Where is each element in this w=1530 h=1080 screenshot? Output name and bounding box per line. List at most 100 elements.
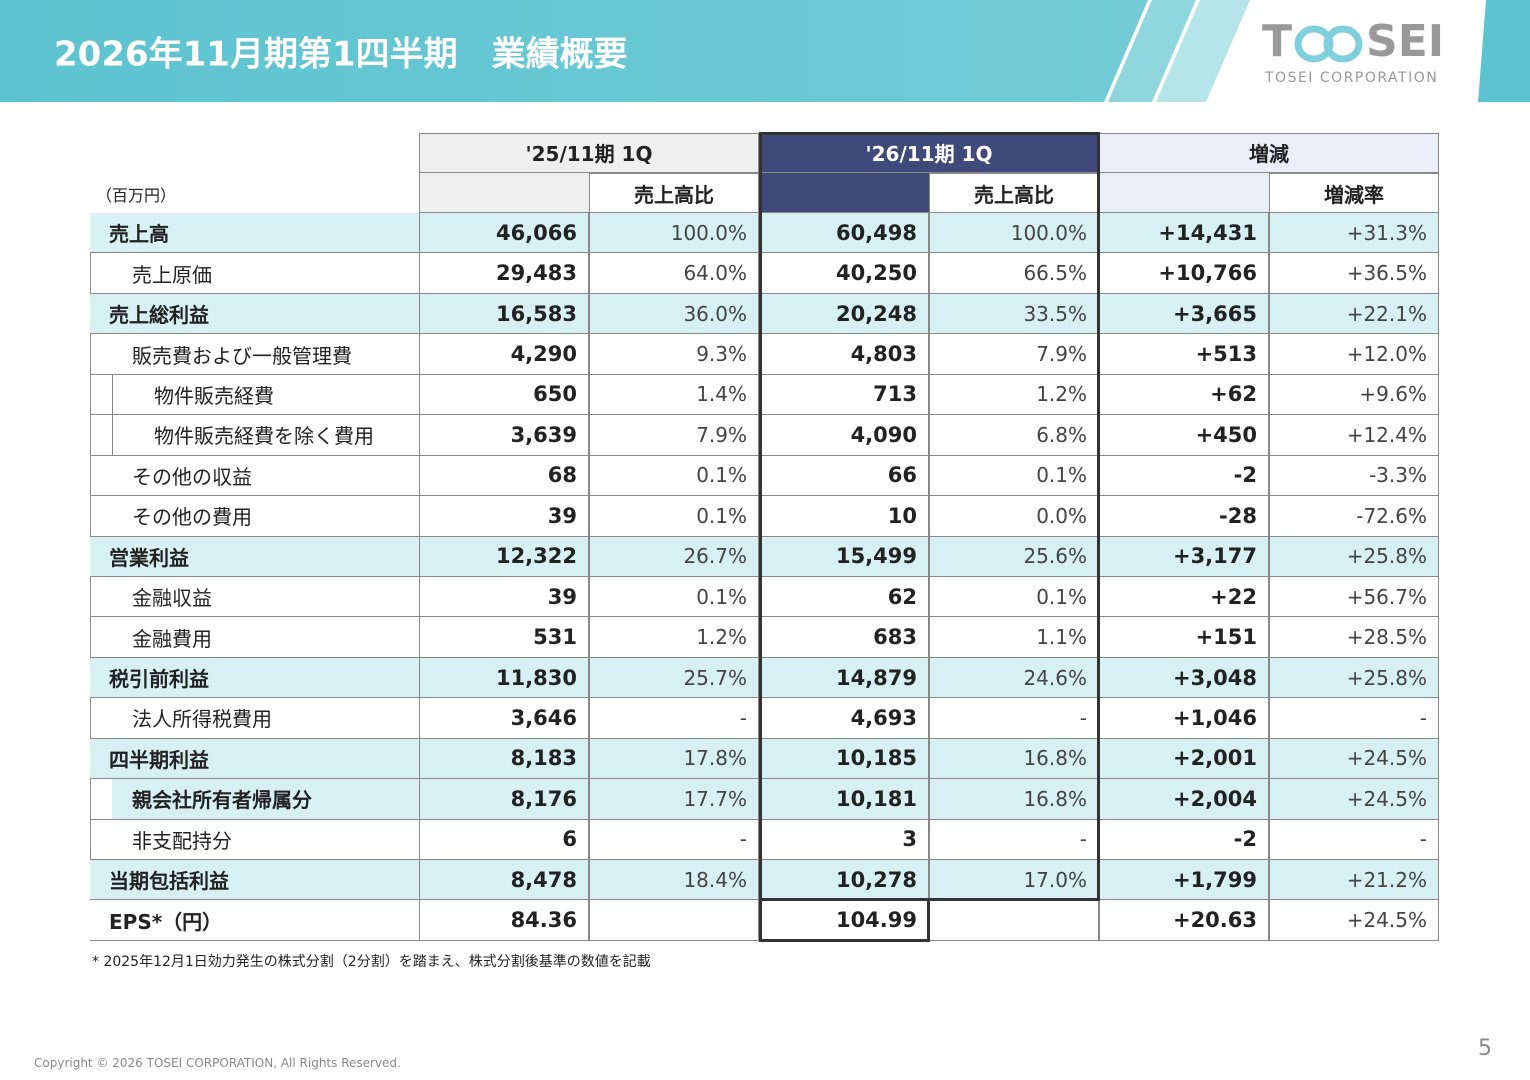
value-cell: 11,830: [419, 657, 589, 699]
ratio-cell: 1.1%: [929, 617, 1099, 658]
page-number: 5: [1478, 1036, 1492, 1061]
value-cell: -2: [1099, 455, 1269, 497]
value-cell: 683: [759, 617, 929, 658]
value-cell: +151: [1099, 617, 1269, 658]
ratio-cell: -3.3%: [1269, 455, 1439, 497]
value-cell: 66: [759, 455, 929, 497]
logo-mark: [1294, 25, 1363, 63]
ratio-cell: +22.1%: [1269, 293, 1439, 335]
ratio-cell: +24.5%: [1269, 900, 1439, 941]
row-label: 非支配持分: [112, 819, 419, 861]
ratio-cell: 0.1%: [589, 455, 759, 497]
current-frame: [759, 132, 1100, 902]
value-cell: 3,646: [419, 698, 589, 739]
row-label: 販売費および一般管理費: [112, 334, 419, 375]
value-cell: 4,090: [759, 415, 929, 456]
value-cell: 68: [419, 455, 589, 497]
value-cell: +14,431: [1099, 213, 1269, 254]
value-cell: +10,766: [1099, 253, 1269, 294]
ratio-cell: +25.8%: [1269, 657, 1439, 699]
value-cell: 713: [759, 374, 929, 416]
row-label: 当期包括利益: [90, 860, 419, 901]
ratio-cell: 1.4%: [589, 374, 759, 416]
row-label: 売上総利益: [90, 293, 419, 335]
ratio-cell: 36.0%: [589, 293, 759, 335]
ratio-cell: [929, 900, 1099, 941]
value-cell: +513: [1099, 334, 1269, 375]
value-cell: 6: [419, 819, 589, 861]
ratio-cell: +12.0%: [1269, 334, 1439, 375]
group-header: 増減: [1099, 133, 1439, 173]
ratio-cell: 33.5%: [929, 293, 1099, 335]
ratio-cell: 0.0%: [929, 496, 1099, 537]
ratio-cell: +25.8%: [1269, 536, 1439, 577]
value-cell: 3: [759, 819, 929, 861]
ratio-cell: 6.8%: [929, 415, 1099, 456]
value-cell: 29,483: [419, 253, 589, 294]
row-label: 税引前利益: [90, 657, 419, 699]
indent-line: [112, 374, 113, 416]
row-label: 売上高: [90, 213, 419, 254]
value-cell: 10: [759, 496, 929, 537]
row-label: 物件販売経費: [134, 374, 419, 416]
group-header: '26/11期 1Q: [759, 133, 1099, 173]
ratio-cell: +31.3%: [1269, 213, 1439, 254]
value-cell: 8,478: [419, 860, 589, 901]
value-cell: 8,176: [419, 779, 589, 820]
value-cell: +450: [1099, 415, 1269, 456]
value-cell: +2,004: [1099, 779, 1269, 820]
value-cell: -28: [1099, 496, 1269, 537]
value-cell: 104.99: [759, 900, 929, 941]
indent-line: [112, 415, 113, 456]
value-cell: +1,799: [1099, 860, 1269, 901]
value-cell: +20.63: [1099, 900, 1269, 941]
ratio-cell: 25.6%: [929, 536, 1099, 577]
ratio-cell: +21.2%: [1269, 860, 1439, 901]
value-cell: 40,250: [759, 253, 929, 294]
row-label: 売上原価: [112, 253, 419, 294]
value-cell: 84.36: [419, 900, 589, 941]
value-cell: 12,322: [419, 536, 589, 577]
ratio-cell: -: [1269, 819, 1439, 861]
unit-label: （百万円）: [96, 186, 177, 205]
ratio-cell: +28.5%: [1269, 617, 1439, 658]
ratio-cell: 7.9%: [929, 334, 1099, 375]
ratio-cell: 25.7%: [589, 657, 759, 699]
value-cell: +3,048: [1099, 657, 1269, 699]
sub-header: 売上高比: [589, 173, 759, 213]
sub-header: 増減率: [1269, 173, 1439, 213]
logo-subtitle: TOSEI CORPORATION: [1264, 70, 1438, 86]
ratio-cell: +24.5%: [1269, 779, 1439, 820]
ratio-cell: 16.8%: [929, 779, 1099, 820]
ratio-cell: 18.4%: [589, 860, 759, 901]
ratio-cell: 7.9%: [589, 415, 759, 456]
value-cell: 16,583: [419, 293, 589, 335]
ratio-cell: 17.7%: [589, 779, 759, 820]
value-cell: 15,499: [759, 536, 929, 577]
ratio-cell: -: [589, 819, 759, 861]
copyright: Copyright © 2026 TOSEI CORPORATION, All …: [34, 1056, 401, 1070]
row-label: その他の収益: [112, 455, 419, 497]
value-cell: +3,177: [1099, 536, 1269, 577]
row-label: 金融収益: [112, 576, 419, 618]
row-label: 営業利益: [90, 536, 419, 577]
group-header: '25/11期 1Q: [419, 133, 759, 173]
value-cell: 10,278: [759, 860, 929, 901]
row-label: 四半期利益: [90, 738, 419, 780]
row-label: 物件販売経費を除く費用: [134, 415, 419, 456]
ratio-cell: 0.1%: [589, 496, 759, 537]
header-bar: 2026年11月期第1四半期 業績概要 T SEI TOSEI CORPORAT…: [0, 0, 1530, 102]
row-label: 法人所得税費用: [112, 698, 419, 739]
ratio-cell: -: [929, 698, 1099, 739]
value-cell: +2,001: [1099, 738, 1269, 780]
ratio-cell: 100.0%: [929, 213, 1099, 254]
row-label: EPS*（円）: [90, 900, 419, 941]
ratio-cell: [589, 900, 759, 941]
value-cell: 531: [419, 617, 589, 658]
value-cell: 39: [419, 576, 589, 618]
ratio-cell: 16.8%: [929, 738, 1099, 780]
ratio-cell: +12.4%: [1269, 415, 1439, 456]
current-eps-frame: [759, 898, 930, 942]
value-cell: 4,290: [419, 334, 589, 375]
